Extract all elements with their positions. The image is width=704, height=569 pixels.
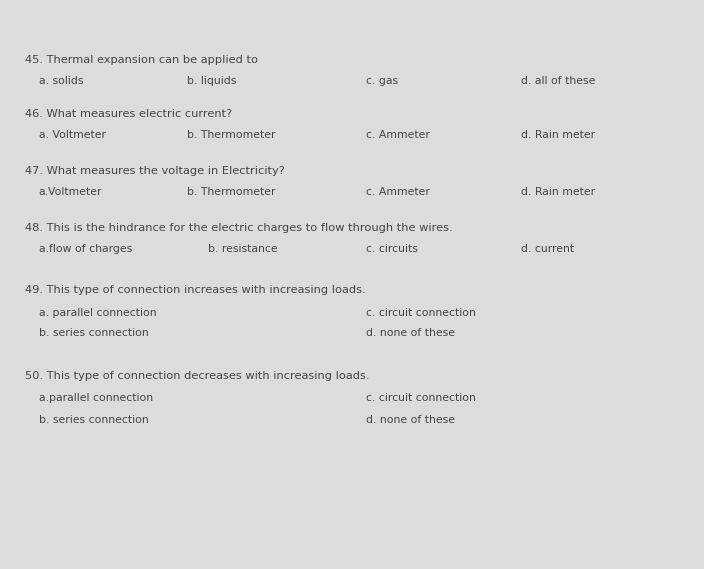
Text: a. solids: a. solids [39, 76, 83, 86]
Text: a. parallel connection: a. parallel connection [39, 308, 156, 318]
Text: c. circuits: c. circuits [366, 244, 418, 254]
Text: b. series connection: b. series connection [39, 415, 149, 425]
Text: 47. What measures the voltage in Electricity?: 47. What measures the voltage in Electri… [25, 166, 284, 176]
Text: b. series connection: b. series connection [39, 328, 149, 338]
Text: c. Ammeter: c. Ammeter [366, 130, 430, 141]
Text: c. gas: c. gas [366, 76, 398, 86]
Text: b. Thermometer: b. Thermometer [187, 187, 275, 197]
Text: b. liquids: b. liquids [187, 76, 236, 86]
Text: c. circuit connection: c. circuit connection [366, 393, 476, 403]
Text: d. current: d. current [521, 244, 574, 254]
Text: 45. Thermal expansion can be applied to: 45. Thermal expansion can be applied to [25, 55, 258, 65]
Text: 48. This is the hindrance for the electric charges to flow through the wires.: 48. This is the hindrance for the electr… [25, 222, 452, 233]
Text: a.flow of charges: a.flow of charges [39, 244, 132, 254]
Text: a.Voltmeter: a.Voltmeter [39, 187, 102, 197]
Text: d. none of these: d. none of these [366, 328, 455, 338]
Text: b. Thermometer: b. Thermometer [187, 130, 275, 141]
Text: 50. This type of connection decreases with increasing loads.: 50. This type of connection decreases wi… [25, 370, 369, 381]
Text: b. resistance: b. resistance [208, 244, 277, 254]
Text: a.parallel connection: a.parallel connection [39, 393, 153, 403]
Text: d. Rain meter: d. Rain meter [521, 130, 595, 141]
Text: 49. This type of connection increases with increasing loads.: 49. This type of connection increases wi… [25, 285, 365, 295]
Text: d. Rain meter: d. Rain meter [521, 187, 595, 197]
Text: d. none of these: d. none of these [366, 415, 455, 425]
Text: a. Voltmeter: a. Voltmeter [39, 130, 106, 141]
Text: c. Ammeter: c. Ammeter [366, 187, 430, 197]
Text: d. all of these: d. all of these [521, 76, 596, 86]
Text: 46. What measures electric current?: 46. What measures electric current? [25, 109, 232, 119]
Text: c. circuit connection: c. circuit connection [366, 308, 476, 318]
